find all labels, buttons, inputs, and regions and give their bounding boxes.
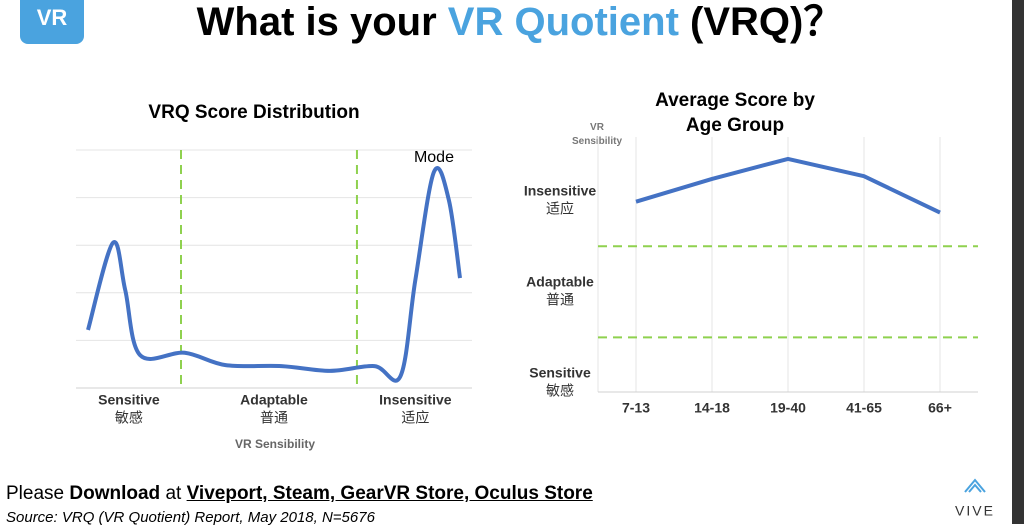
edge bbox=[1012, 0, 1024, 524]
logo: VR bbox=[20, 0, 84, 44]
y-tick-label-zh: 普通 bbox=[546, 292, 574, 308]
y-axis-label: VR Sensibility bbox=[572, 122, 622, 147]
download-line: Please Download at Viveport, Steam, Gear… bbox=[6, 483, 593, 505]
age-line bbox=[635, 156, 941, 215]
x-tick-label: Insensitive bbox=[379, 392, 452, 408]
x-tick-label: Adaptable bbox=[240, 392, 308, 408]
title-text: What is your bbox=[196, 0, 437, 44]
source: Source: VRQ (VR Quotient) Report, May 20… bbox=[6, 509, 375, 526]
text: at bbox=[165, 483, 182, 504]
x-tick-label: 41-65 bbox=[846, 400, 882, 416]
chart-title: Average Score by Age Group bbox=[655, 90, 815, 136]
y-tick-label-zh: 适应 bbox=[546, 200, 574, 216]
y-tick-label: Insensitive bbox=[524, 182, 597, 198]
store-links[interactable]: Viveport, Steam, GearVR Store, Oculus St… bbox=[186, 483, 593, 504]
chart-title: VRQ Score Distribution bbox=[148, 102, 359, 123]
title: What is your VR Quotient (VRQ)？ bbox=[0, 0, 1024, 44]
x-tick-label: 66+ bbox=[928, 400, 952, 416]
annotation: Mode bbox=[414, 149, 454, 166]
x-tick-label-zh: 普通 bbox=[260, 410, 288, 426]
x-tick-label: 14-18 bbox=[694, 400, 730, 416]
y-tick-label-zh: 敏感 bbox=[546, 383, 574, 399]
distribution-line bbox=[86, 166, 462, 383]
text: Download bbox=[69, 483, 161, 504]
x-tick-label-zh: 敏感 bbox=[115, 410, 143, 426]
x-tick-label: 19-40 bbox=[770, 400, 806, 416]
title-text: (VRQ)？ bbox=[690, 0, 844, 44]
text: Please bbox=[6, 483, 65, 504]
y-tick-label: Adaptable bbox=[526, 274, 594, 290]
y-tick-label: Sensitive bbox=[529, 365, 591, 381]
brand-icon bbox=[964, 478, 986, 493]
title-highlight: VR Quotient bbox=[447, 0, 679, 44]
x-axis-label: VR Sensibility bbox=[235, 437, 315, 451]
x-tick-label: 7-13 bbox=[622, 400, 650, 416]
logo-text: VR bbox=[36, 5, 68, 30]
charts: VRQ Score Distribution Mode Sensitive 敏感 Ada… bbox=[76, 102, 978, 451]
brand-text: VIVE bbox=[955, 503, 995, 519]
x-tick-label-zh: 适应 bbox=[401, 410, 429, 426]
brand-logo: VIVE bbox=[955, 478, 995, 519]
x-tick-label: Sensitive bbox=[98, 392, 160, 408]
